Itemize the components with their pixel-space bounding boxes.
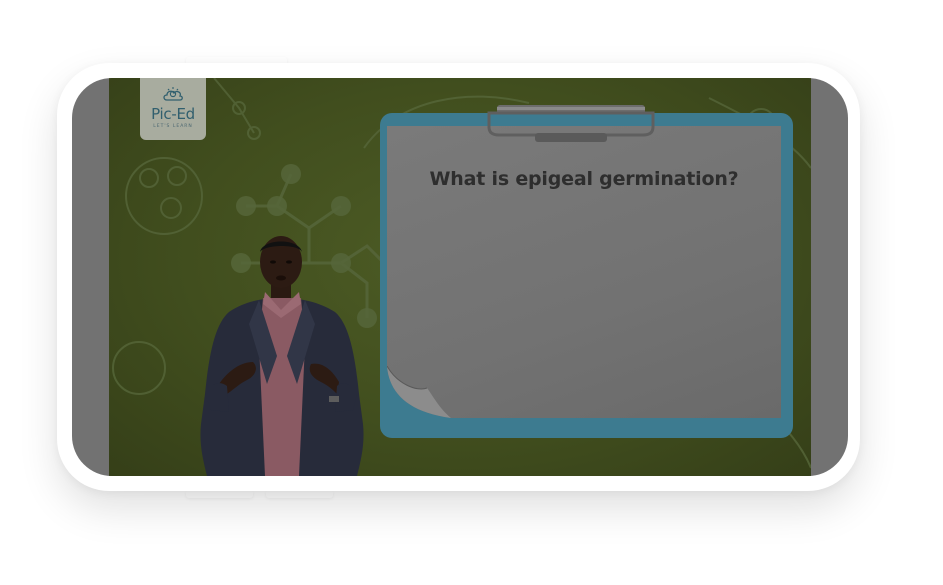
logo-wordmark: Pic-Ed (151, 105, 195, 123)
lesson-question: What is epigeal germination? (429, 168, 739, 190)
video-player[interactable]: Pic-Ed LET'S LEARN (109, 78, 811, 476)
phone-side-button-bottom-1 (186, 490, 253, 498)
clipboard-board: What is epigeal germination? (380, 105, 793, 438)
clipboard-paper (387, 126, 781, 418)
logo-tagline: LET'S LEARN (153, 124, 193, 129)
lightbulb-cloud-icon (163, 87, 183, 101)
phone-side-button-top (186, 57, 287, 65)
phone-side-button-bottom-2 (266, 490, 333, 498)
clipboard-clip (487, 105, 655, 142)
presenter-figure (200, 236, 364, 476)
paper-curl (387, 366, 451, 418)
pic-ed-logo: Pic-Ed LET'S LEARN (140, 78, 206, 140)
phone-screen: Pic-Ed LET'S LEARN (72, 78, 848, 476)
